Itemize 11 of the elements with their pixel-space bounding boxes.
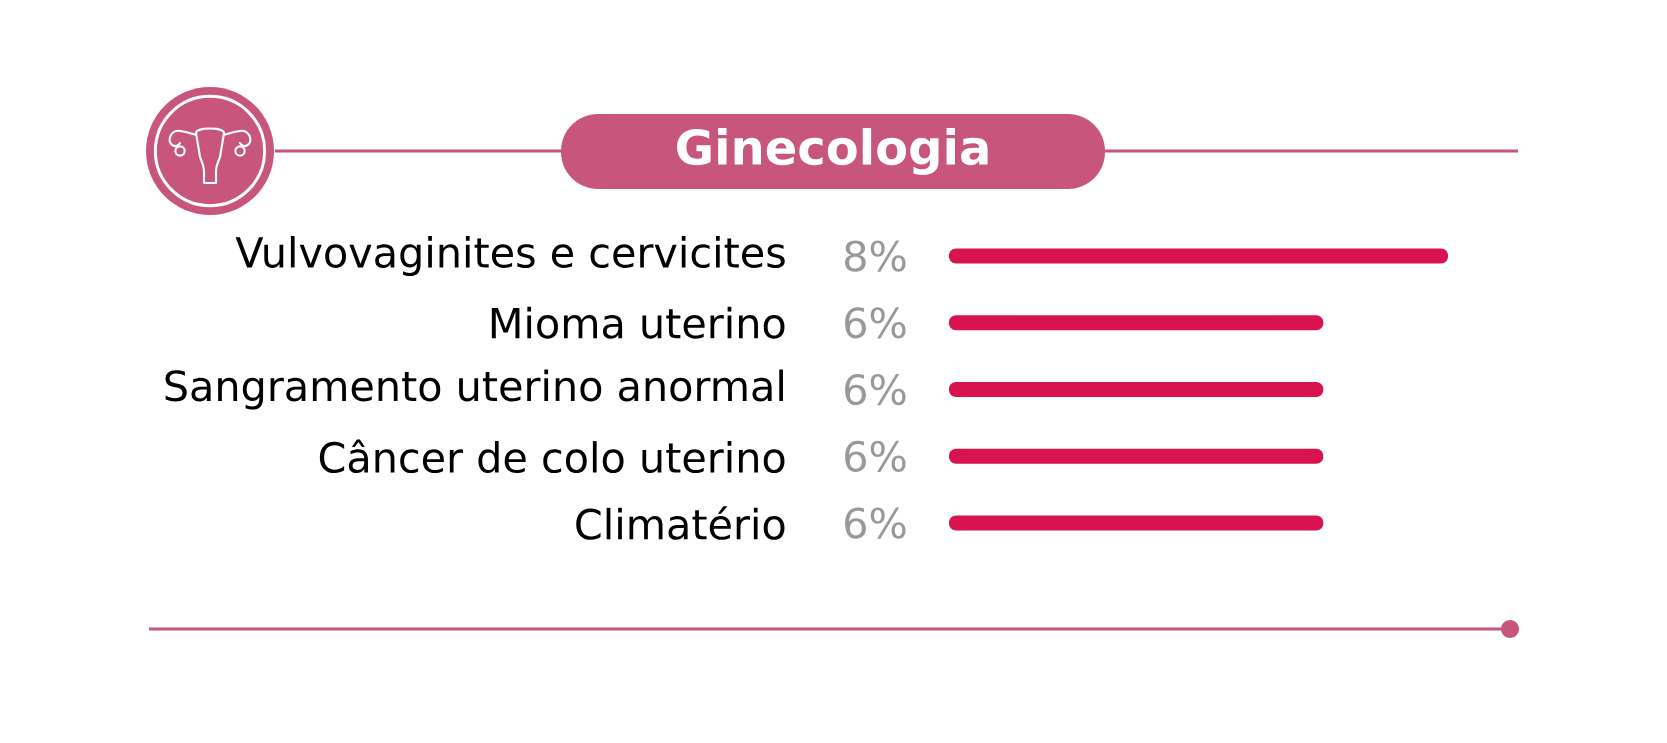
data-label: 6% [845, 307, 906, 339]
data-label: 6% [845, 440, 906, 472]
y-tick-label: Sangramento uterino anormal [165, 369, 783, 410]
chart-title: Ginecologia [677, 128, 988, 175]
y-tick-label: Vulvovaginites e cervicites [235, 236, 785, 277]
data-label: 6% [845, 507, 906, 539]
data-label: 8% [845, 240, 906, 272]
y-tick-label: Câncer de colo uterino [319, 439, 785, 474]
data-label: 6% [845, 373, 906, 406]
y-tick-label: Climatério [576, 506, 785, 540]
y-tick-label: Mioma uterino [491, 306, 785, 339]
